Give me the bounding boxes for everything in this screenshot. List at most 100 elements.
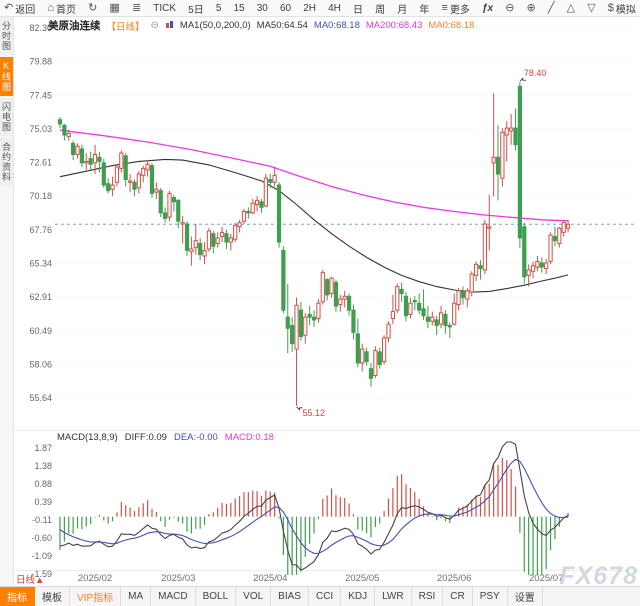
simulate-trade-button[interactable]: $ 模拟	[608, 1, 636, 16]
home-button-label: 首页	[55, 4, 76, 16]
home-button[interactable]: ⌂ 首页	[47, 1, 76, 16]
macd-dea-line	[59, 458, 569, 555]
tri-up-icon: △	[566, 1, 576, 14]
period-month[interactable]: 月	[397, 1, 407, 16]
collapse-icon[interactable]: ⊖	[150, 20, 159, 31]
svg-text:65.34: 65.34	[29, 258, 52, 268]
svg-text:60.49: 60.49	[29, 326, 52, 336]
period-day[interactable]: 日	[353, 1, 363, 16]
svg-text:67.76: 67.76	[29, 225, 52, 235]
fx678-watermark: FX678	[559, 562, 638, 590]
macd-macd-value: MACD:0.18	[224, 432, 274, 443]
period-2h-label: 2H	[303, 2, 316, 14]
svg-text:58.06: 58.06	[29, 359, 52, 369]
triangle-down-button[interactable]: ▽	[587, 1, 596, 14]
period-5d[interactable]: 5日	[188, 1, 204, 16]
ma-settings-label: MA1(50,0,200,0)	[179, 20, 251, 31]
zoom-in-icon: ⊕	[526, 1, 536, 14]
ma50-line	[59, 158, 569, 293]
symbol-name: 美原油连续	[48, 20, 101, 32]
svg-text:-1.59: -1.59	[31, 569, 52, 579]
svg-text:1.87: 1.87	[34, 443, 52, 453]
tab-lwr[interactable]: LWR	[375, 587, 412, 606]
zoom-in-button[interactable]: ⊕	[526, 1, 536, 14]
period-quick-label[interactable]: 日线▲	[16, 575, 45, 586]
chart-style-button[interactable]: ▦	[109, 2, 119, 14]
period-4h[interactable]: 4H	[328, 3, 341, 14]
back-icon: ↶	[4, 1, 14, 14]
sidebar-item-kline-chart[interactable]: K线图	[0, 57, 13, 96]
price-gridlines	[55, 27, 636, 399]
period-5m[interactable]: 5	[216, 3, 222, 14]
timeframe-label[interactable]: 【日线】	[106, 21, 145, 33]
menu-icon: ≡	[441, 1, 448, 14]
sidebar-item-lightning-chart[interactable]: 闪电图	[0, 98, 13, 136]
triangle-up-button[interactable]: △	[566, 1, 576, 14]
candlestick-series[interactable]	[57, 82, 571, 406]
simulate-trade-button-label: 模拟	[615, 4, 636, 16]
more-menu[interactable]: ≡ 更多	[441, 1, 469, 16]
ma200-line	[59, 129, 569, 222]
tab-bias[interactable]: BIAS	[271, 587, 309, 606]
draw-icon: ╱	[547, 1, 555, 14]
svg-text:-1.09: -1.09	[31, 551, 52, 561]
period-5m-label: 5	[215, 2, 222, 14]
fx-indicator-button[interactable]: ƒx	[482, 3, 493, 14]
high-annotation: 78.40	[519, 68, 546, 82]
tab-cr[interactable]: CR	[443, 587, 473, 606]
tab-indicator[interactable]: 指标	[0, 587, 35, 606]
period-30m[interactable]: 30	[257, 3, 268, 14]
tab-settings[interactable]: 设置	[508, 587, 543, 606]
period-month-label: 月	[397, 4, 408, 16]
back-button-label: 返回	[15, 4, 36, 16]
tab-kdj[interactable]: KDJ	[341, 587, 376, 606]
period-week[interactable]: 周	[375, 1, 385, 16]
tab-vip-indicator[interactable]: VIP指标	[70, 587, 122, 606]
price-axis-labels: 82.30 79.88 77.45 75.03 72.61 70.18 67.76 65.34…	[29, 23, 52, 403]
svg-text:77.45: 77.45	[29, 90, 52, 100]
period-tick[interactable]: TICK	[153, 3, 176, 14]
svg-text:2025/05: 2025/05	[345, 573, 379, 584]
indicator-filter-button[interactable]: ≣	[132, 2, 141, 14]
tab-boll[interactable]: BOLL	[196, 587, 237, 606]
svg-text:2025/06: 2025/06	[437, 573, 471, 584]
period-day-label: 日	[353, 4, 364, 16]
sidebar-item-contract-info[interactable]: 合约资料	[0, 138, 13, 186]
period-15m[interactable]: 15	[234, 3, 245, 14]
zoom-out-icon: ⊖	[505, 1, 515, 14]
tab-cci[interactable]: CCI	[309, 587, 342, 606]
period-year[interactable]: 年	[419, 1, 429, 16]
tri-down-icon: ▽	[587, 1, 596, 14]
home-icon: ⌂	[47, 1, 54, 14]
ma0-blue-value: MA0:68.18	[313, 20, 360, 31]
zoom-out-button[interactable]: ⊖	[505, 1, 515, 14]
tab-macd[interactable]: MACD	[151, 587, 196, 606]
macd-params-label: MACD(13,8,9)	[57, 432, 118, 443]
symbol-header: 美原油连续 【日线】 ⊖ MA1(50,0,200,0) MA50:64.54 …	[48, 18, 474, 33]
mini-candle-icon	[165, 21, 173, 28]
svg-text:62.91: 62.91	[29, 292, 52, 302]
axis-divider	[14, 570, 640, 571]
macd-diff-line	[59, 441, 569, 571]
back-button[interactable]: ↶ 返回	[4, 1, 35, 16]
period-tick-label: TICK	[153, 2, 177, 14]
refresh-icon: ↻	[88, 1, 98, 14]
sidebar-item-time-chart[interactable]: 分时图	[0, 17, 13, 55]
tab-ma[interactable]: MA	[121, 587, 152, 606]
svg-text:55.64: 55.64	[29, 393, 52, 403]
svg-text:75.03: 75.03	[29, 124, 52, 134]
draw-tool-button[interactable]: ╱	[547, 1, 555, 14]
tab-psy[interactable]: PSY	[473, 587, 508, 606]
tab-template[interactable]: 模板	[35, 587, 70, 606]
macd-histogram	[59, 457, 569, 575]
period-60m[interactable]: 60	[280, 3, 291, 14]
tab-vol[interactable]: VOL	[236, 587, 272, 606]
svg-text:2025/07: 2025/07	[529, 573, 563, 584]
top-toolbar: ↶ 返回 ⌂ 首页 ↻ ▦ ≣ TICK 5日 5 15 30 60 2H 4H 日周月年 ≡ 更多 ƒx ⊖ ⊕ ╱ △ ▽…	[0, 0, 640, 17]
refresh-button[interactable]: ↻	[88, 1, 98, 14]
macd-diff-value: DIFF:0.09	[124, 432, 167, 443]
period-2h[interactable]: 2H	[303, 3, 316, 14]
tab-rsi[interactable]: RSI	[412, 587, 444, 606]
